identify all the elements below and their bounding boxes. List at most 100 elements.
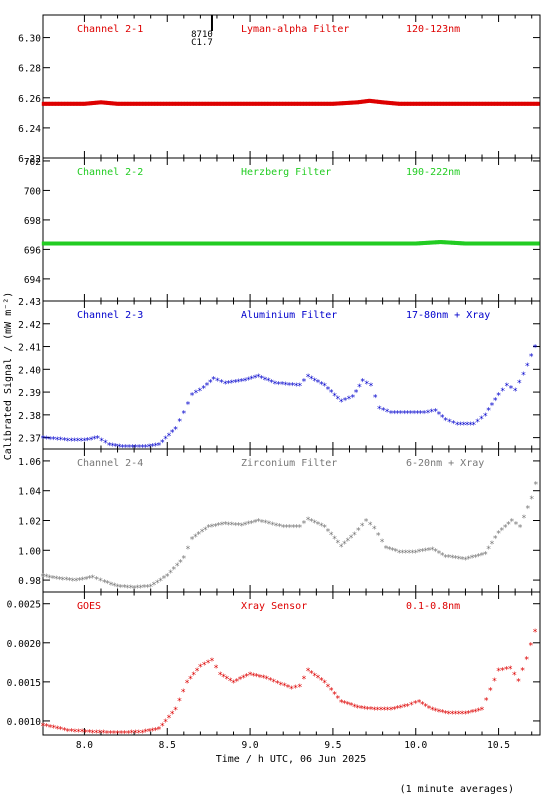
data-point: * [256, 373, 261, 383]
data-point [519, 101, 522, 106]
data-point: * [476, 552, 481, 562]
y-tick-label: 0.0010 [7, 717, 42, 728]
data-point: * [294, 523, 299, 533]
data-point [345, 241, 348, 246]
data-point: * [440, 551, 445, 561]
data-point [122, 101, 125, 106]
data-point: * [463, 710, 468, 720]
data-point: * [521, 371, 526, 381]
data-point: * [471, 421, 476, 431]
data-point [130, 241, 133, 246]
data-point: * [40, 435, 45, 445]
data-point: * [252, 374, 257, 384]
data-point [300, 101, 303, 106]
data-point [416, 241, 419, 246]
data-point [155, 101, 158, 106]
data-point [181, 101, 184, 106]
data-point [46, 241, 49, 246]
data-point: * [430, 546, 435, 556]
data-point: * [215, 377, 220, 387]
data-point [505, 101, 509, 106]
data-point [404, 241, 407, 246]
data-point [257, 241, 261, 246]
data-point [132, 101, 136, 106]
panel-filter-label: Zirconium Filter [241, 458, 337, 469]
data-point [279, 101, 282, 106]
x-tick-label: 9.5 [324, 740, 341, 751]
data-point: * [489, 402, 494, 412]
data-point [221, 101, 225, 106]
data-point: * [500, 666, 505, 676]
data-point [301, 241, 304, 246]
data-point [275, 241, 279, 246]
data-point [115, 241, 118, 246]
data-point: * [325, 385, 330, 395]
data-point: * [191, 671, 196, 681]
data-point: * [199, 528, 204, 538]
data-point: * [486, 407, 491, 417]
data-point [221, 241, 225, 246]
data-point [102, 100, 106, 105]
data-point [185, 101, 189, 106]
data-point: * [193, 533, 198, 543]
data-point [471, 101, 475, 106]
data-point: * [279, 381, 284, 391]
data-point: * [405, 702, 410, 712]
data-point [381, 100, 384, 105]
data-point: * [533, 480, 538, 490]
data-point: * [430, 706, 435, 716]
data-point: * [458, 421, 463, 431]
data-point [277, 241, 280, 246]
data-point: * [150, 442, 155, 452]
data-point: * [353, 388, 358, 398]
data-point: * [63, 576, 68, 586]
data-point [375, 241, 378, 246]
data-point: * [105, 580, 110, 590]
data-point [492, 241, 495, 246]
data-point: * [281, 523, 286, 533]
data-point [194, 241, 198, 246]
data-point: * [125, 584, 130, 594]
data-point [172, 241, 175, 246]
data-point: * [436, 708, 441, 718]
y-tick-label: 6.26 [18, 94, 41, 105]
data-point [241, 101, 244, 106]
data-point [50, 101, 54, 106]
data-point [421, 241, 425, 246]
data-point [300, 241, 303, 246]
data-point [461, 241, 464, 246]
data-point [529, 101, 533, 106]
data-point [117, 101, 121, 106]
data-point [495, 101, 498, 106]
data-point [363, 99, 367, 104]
data-point: * [231, 679, 236, 689]
data-point [253, 101, 256, 106]
data-point: * [206, 523, 211, 533]
y-tick-label: 6.28 [18, 64, 41, 75]
data-point [285, 241, 288, 246]
data-point [98, 241, 102, 246]
data-point: * [372, 525, 377, 535]
data-point [379, 100, 383, 105]
data-point [340, 101, 343, 106]
data-point: * [315, 379, 320, 389]
data-point [385, 241, 389, 246]
data-point [400, 241, 404, 246]
data-point [333, 101, 336, 106]
data-point: * [185, 545, 190, 555]
data-point [50, 241, 54, 246]
data-point: * [456, 710, 461, 720]
data-point [507, 241, 510, 246]
y-tick-label: 6.22 [18, 154, 41, 165]
data-point: * [486, 545, 491, 555]
data-point: * [512, 387, 517, 397]
data-point [179, 101, 183, 106]
data-point [508, 241, 512, 246]
data-point: * [54, 725, 59, 735]
data-point [150, 101, 154, 106]
data-point [235, 101, 238, 106]
x-tick-label: 9.0 [241, 740, 258, 751]
panel-4: 0.98 1.00 1.02 1.04 1.06 Channel 2-4 Zirconium… [18, 448, 541, 595]
data-point [319, 241, 323, 246]
